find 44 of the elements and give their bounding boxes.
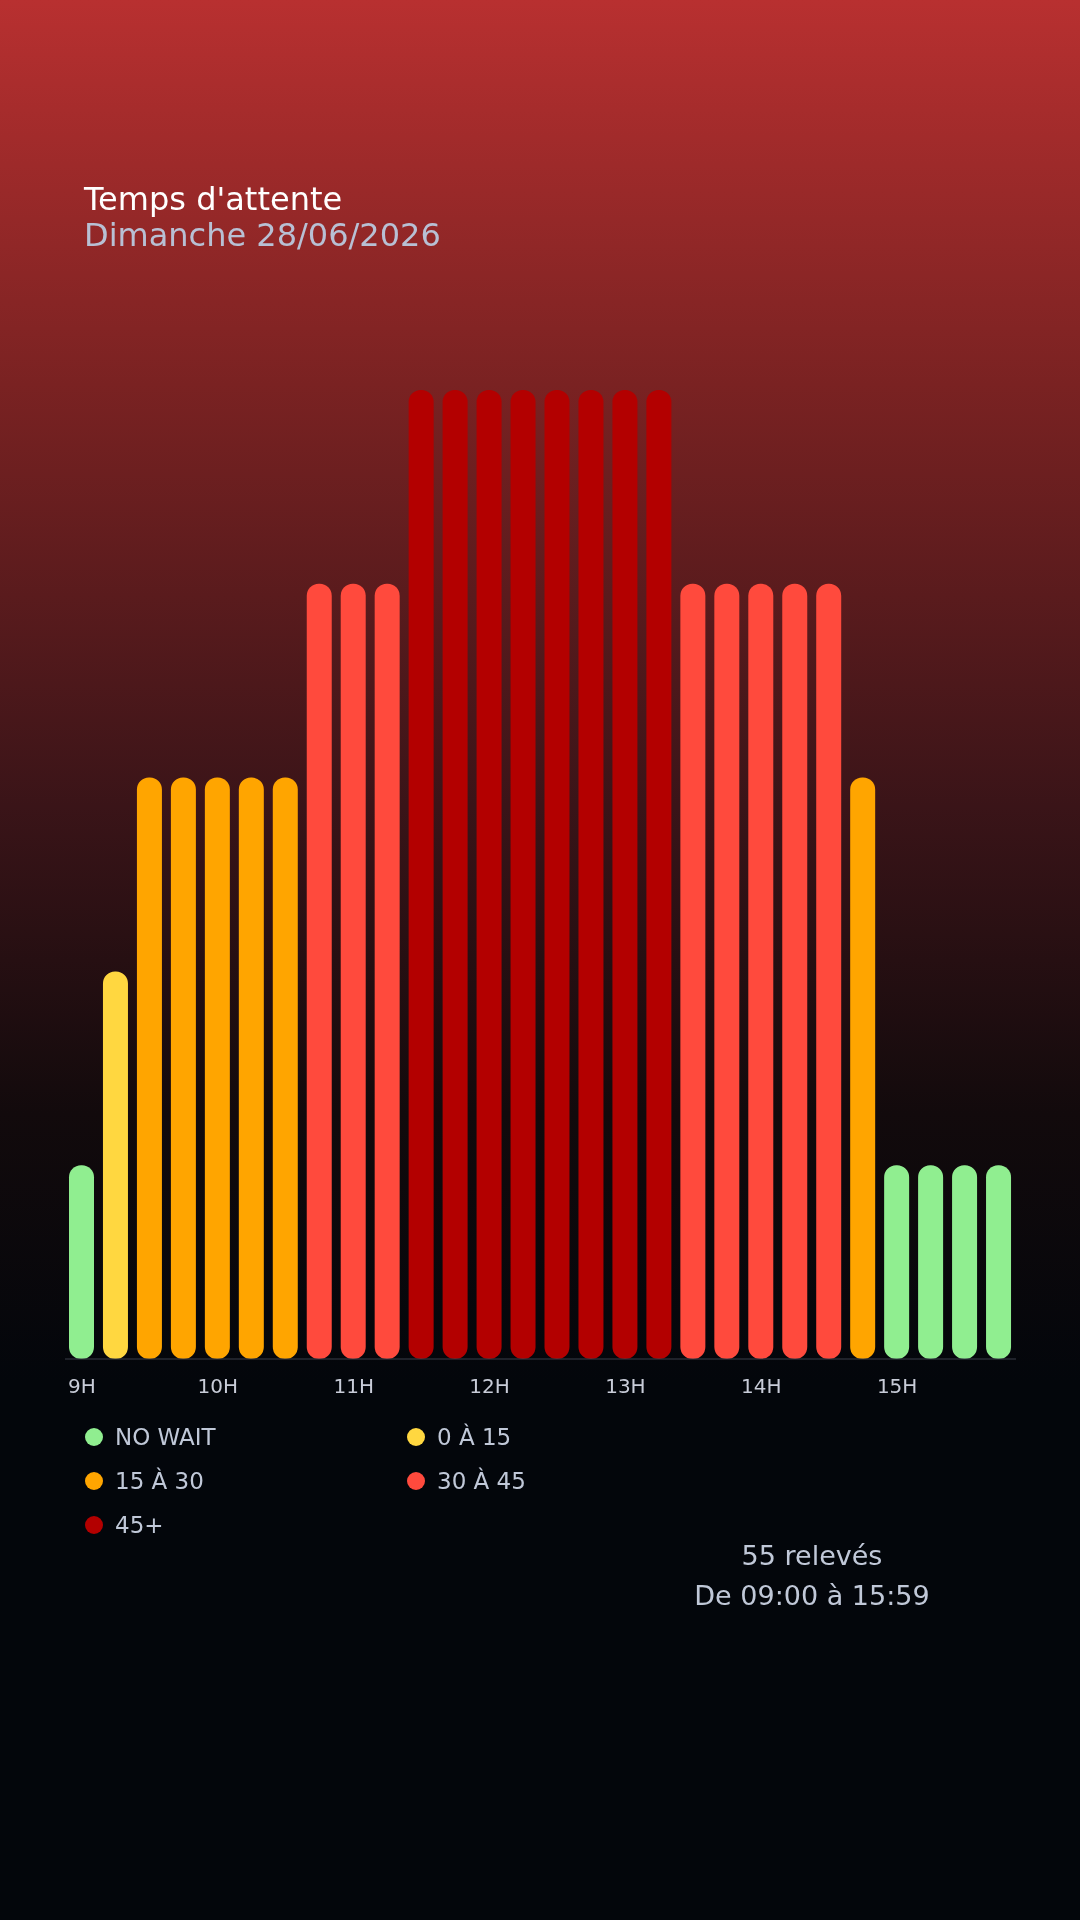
text: 55 relevés [740, 1540, 884, 1571]
bar [204, 777, 230, 1359]
text: De 09:00 à 15:59 [693, 1580, 931, 1611]
x-tick-label: 9H [68, 1374, 96, 1399]
x-tick-label: 13H [605, 1374, 646, 1399]
bar [306, 583, 332, 1359]
bar [816, 583, 842, 1359]
legend-label: 15 À 30 [115, 1468, 204, 1494]
bar [782, 583, 808, 1359]
x-tick-label: 15H [876, 1374, 918, 1399]
bar [646, 390, 672, 1359]
bar [918, 1165, 944, 1359]
x-tick-label: 12H [469, 1374, 510, 1399]
bar [69, 1165, 94, 1359]
bar [476, 390, 502, 1359]
legend-label: 30 À 45 [437, 1468, 526, 1494]
chart-title: Temps d'attente [84, 180, 343, 218]
bar [374, 583, 400, 1359]
bar [442, 390, 468, 1359]
bar [578, 390, 604, 1359]
bar [884, 1165, 910, 1359]
bar [850, 777, 876, 1359]
x-tick-label: 10H [197, 1374, 239, 1399]
bar [748, 583, 774, 1359]
bar [612, 390, 638, 1359]
bar [170, 777, 196, 1359]
bar [408, 390, 434, 1359]
bar [986, 1165, 1012, 1359]
x-tick-label: 14H [741, 1374, 782, 1399]
bar [510, 390, 536, 1359]
bar [680, 583, 706, 1359]
legend-label: 45+ [115, 1512, 164, 1538]
legend-label: 0 À 15 [437, 1424, 512, 1450]
bar [102, 971, 128, 1359]
bar [238, 777, 264, 1359]
bar [952, 1165, 978, 1359]
chart-subtitle: Dimanche 28/06/2026 [84, 216, 441, 254]
bar [340, 583, 366, 1359]
bar [714, 583, 740, 1359]
bar [544, 390, 570, 1359]
x-tick-label: 11H [333, 1374, 374, 1399]
bar [136, 777, 162, 1359]
bar [272, 777, 298, 1359]
legend-label: NO WAIT [115, 1424, 216, 1450]
